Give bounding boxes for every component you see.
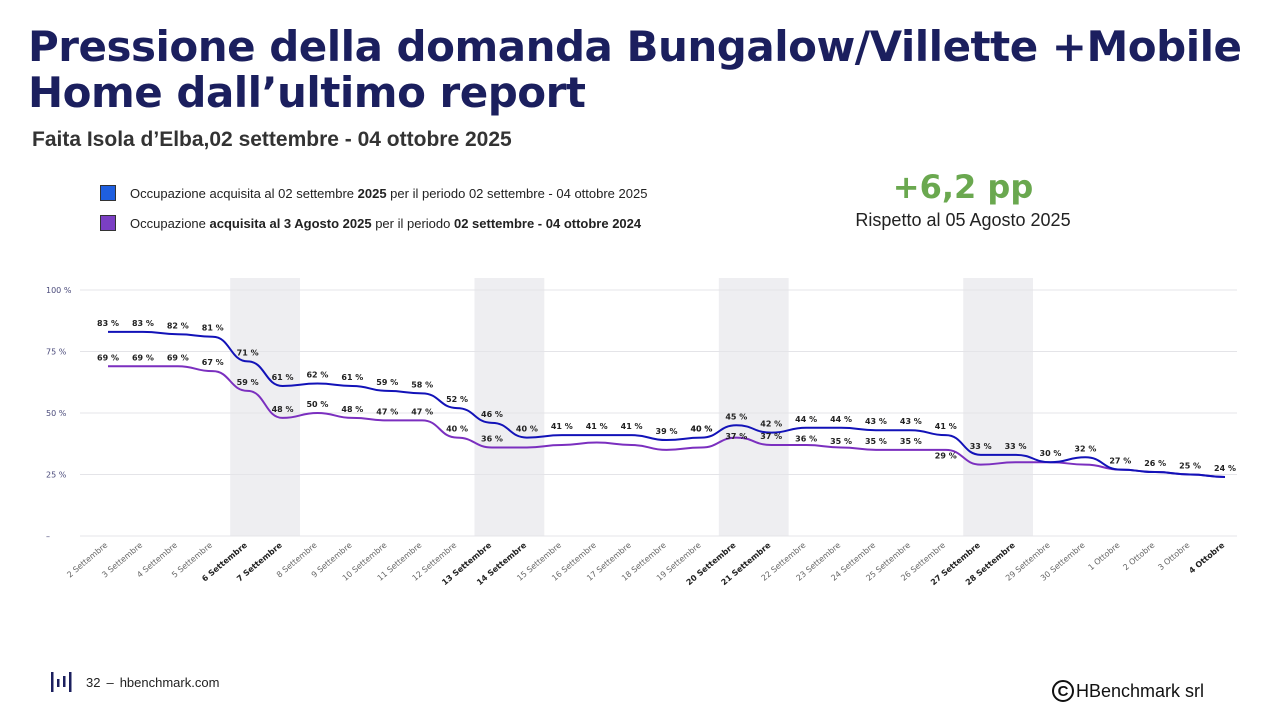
data-label-2025: 41 % [935, 422, 957, 431]
legend-item-2024: Occupazione acquisita al 3 Agosto 2025 p… [100, 208, 647, 238]
data-label-2024: 29 % [935, 452, 957, 461]
legend-text: Occupazione [130, 215, 210, 231]
data-label-2024: 37 % [725, 432, 747, 441]
series-line-2024 [107, 365, 1226, 478]
delta-value: +6,2 pp [892, 168, 1034, 206]
data-label-2025: 52 % [446, 395, 468, 404]
data-label-2025: 41 % [586, 422, 608, 431]
data-label-2025: 42 % [760, 420, 782, 429]
legend-text-bold: 02 settembre - 04 ottobre 2024 [453, 215, 642, 231]
data-label-2025: 40 % [690, 425, 712, 434]
page-number: 32 [86, 674, 101, 690]
delta-box: +6,2 pp Rispetto al 05 Agosto 2025 [838, 168, 1088, 231]
copyright-icon: C [1052, 680, 1074, 702]
data-label-2025: 61 % [272, 373, 294, 382]
data-label-2025: 44 % [795, 415, 817, 424]
data-label-2024: 40 % [446, 425, 468, 434]
data-label-2024: 35 % [900, 437, 922, 446]
data-label-2024: 36 % [795, 434, 817, 443]
data-label-2025: 71 % [237, 348, 259, 357]
data-label-2025: 40 % [516, 425, 538, 434]
footer-left: 32 – hbenchmark.com [50, 670, 219, 694]
data-label-2025: 33 % [970, 442, 992, 451]
legend-text: Occupazione acquisita al 02 settembre [130, 185, 358, 201]
footer-separator: – [106, 674, 114, 690]
data-label-2025: 41 % [551, 422, 573, 431]
delta-caption: Rispetto al 05 Agosto 2025 [855, 210, 1071, 230]
y-tick-label: 25 % [46, 471, 67, 480]
data-label-2025: 30 % [1040, 449, 1062, 458]
data-label-2025: 43 % [900, 417, 922, 426]
series-line-2025 [107, 330, 1226, 478]
legend-item-2025: Occupazione acquisita al 02 settembre 20… [100, 178, 647, 208]
data-label-2024: 47 % [376, 407, 398, 416]
data-label-2024: 36 % [481, 434, 503, 443]
page-subtitle: Faita Isola d’Elba,02 settembre - 04 ott… [32, 128, 512, 151]
x-tick-label: 1 Ottobre [1087, 541, 1122, 573]
footer-site: hbenchmark.com [119, 674, 220, 690]
data-label-2024: 40 % [690, 425, 712, 434]
hbenchmark-logo-icon [51, 672, 72, 692]
y-tick-label: 50 % [46, 409, 67, 418]
data-label-2025: 44 % [830, 415, 852, 424]
data-label-2025: 83 % [97, 319, 119, 328]
page-title: Pressione della domanda Bungalow/Villett… [28, 22, 1242, 117]
legend-text: per il periodo [371, 215, 454, 231]
occupancy-line-chart: – 25 % 50 % 75 % 100 % 83 % 83 % 82 % 81 % 71 % 61… [46, 278, 1237, 587]
x-tick-label: 4 Ottobre [1187, 540, 1226, 575]
data-label-2025: 82 % [167, 321, 189, 330]
data-label-2025: 27 % [1109, 457, 1131, 466]
data-label-2025: 62 % [306, 370, 328, 379]
data-label-2024: 48 % [272, 405, 294, 414]
data-label-2025: 24 % [1214, 464, 1236, 473]
legend-text-bold: acquisita al 3 Agosto 2025 [209, 215, 372, 231]
data-label-2024: 48 % [341, 405, 363, 414]
y-tick-label: 75 % [46, 348, 67, 357]
data-label-2024: 69 % [132, 353, 154, 362]
data-label-2024: 50 % [306, 400, 328, 409]
footer-copyright: C HBenchmark srl [1052, 680, 1204, 702]
weekend-band [474, 278, 545, 536]
data-label-2025: 45 % [725, 412, 747, 421]
data-label-2025: 41 % [621, 422, 643, 431]
legend-text: per il periodo 02 settembre - 04 ottobre… [386, 185, 648, 201]
data-label-2025: 32 % [1074, 444, 1096, 453]
data-label-2024: 69 % [167, 353, 189, 362]
data-label-2024: 67 % [202, 358, 224, 367]
data-label-2025: 83 % [132, 319, 154, 328]
y-tick-label: – [46, 532, 50, 541]
y-tick-label: 100 % [46, 286, 72, 295]
weekend-band [718, 278, 789, 536]
data-label-2025: 43 % [865, 417, 887, 426]
weekend-band [230, 278, 300, 536]
weekend-band [963, 278, 1034, 536]
data-label-2025: 46 % [481, 410, 503, 419]
chart-legend: Occupazione acquisita al 02 settembre 20… [100, 178, 647, 238]
data-label-2025: 39 % [656, 427, 678, 436]
legend-swatch-2025 [100, 185, 116, 201]
data-label-2024: 69 % [97, 353, 119, 362]
legend-text-bold: 2025 [357, 185, 387, 201]
x-tick-label: 3 Ottobre [1156, 541, 1191, 573]
data-label-2025: 33 % [1005, 442, 1027, 451]
data-label-2025: 61 % [341, 373, 363, 382]
data-label-2024: 35 % [830, 437, 852, 446]
copyright-text: HBenchmark srl [1076, 680, 1205, 701]
data-label-2024: 35 % [865, 437, 887, 446]
data-label-2025: 58 % [411, 380, 433, 389]
x-tick-label: 2 Ottobre [1121, 541, 1156, 573]
data-label-2025: 26 % [1144, 459, 1166, 468]
data-label-2025: 59 % [376, 378, 398, 387]
data-label-2024: 59 % [237, 378, 259, 387]
data-label-2024: 47 % [411, 407, 433, 416]
data-label-2025: 81 % [202, 324, 224, 333]
data-label-2025: 25 % [1179, 462, 1201, 471]
data-label-2024: 37 % [760, 432, 782, 441]
legend-swatch-2024 [100, 215, 116, 231]
